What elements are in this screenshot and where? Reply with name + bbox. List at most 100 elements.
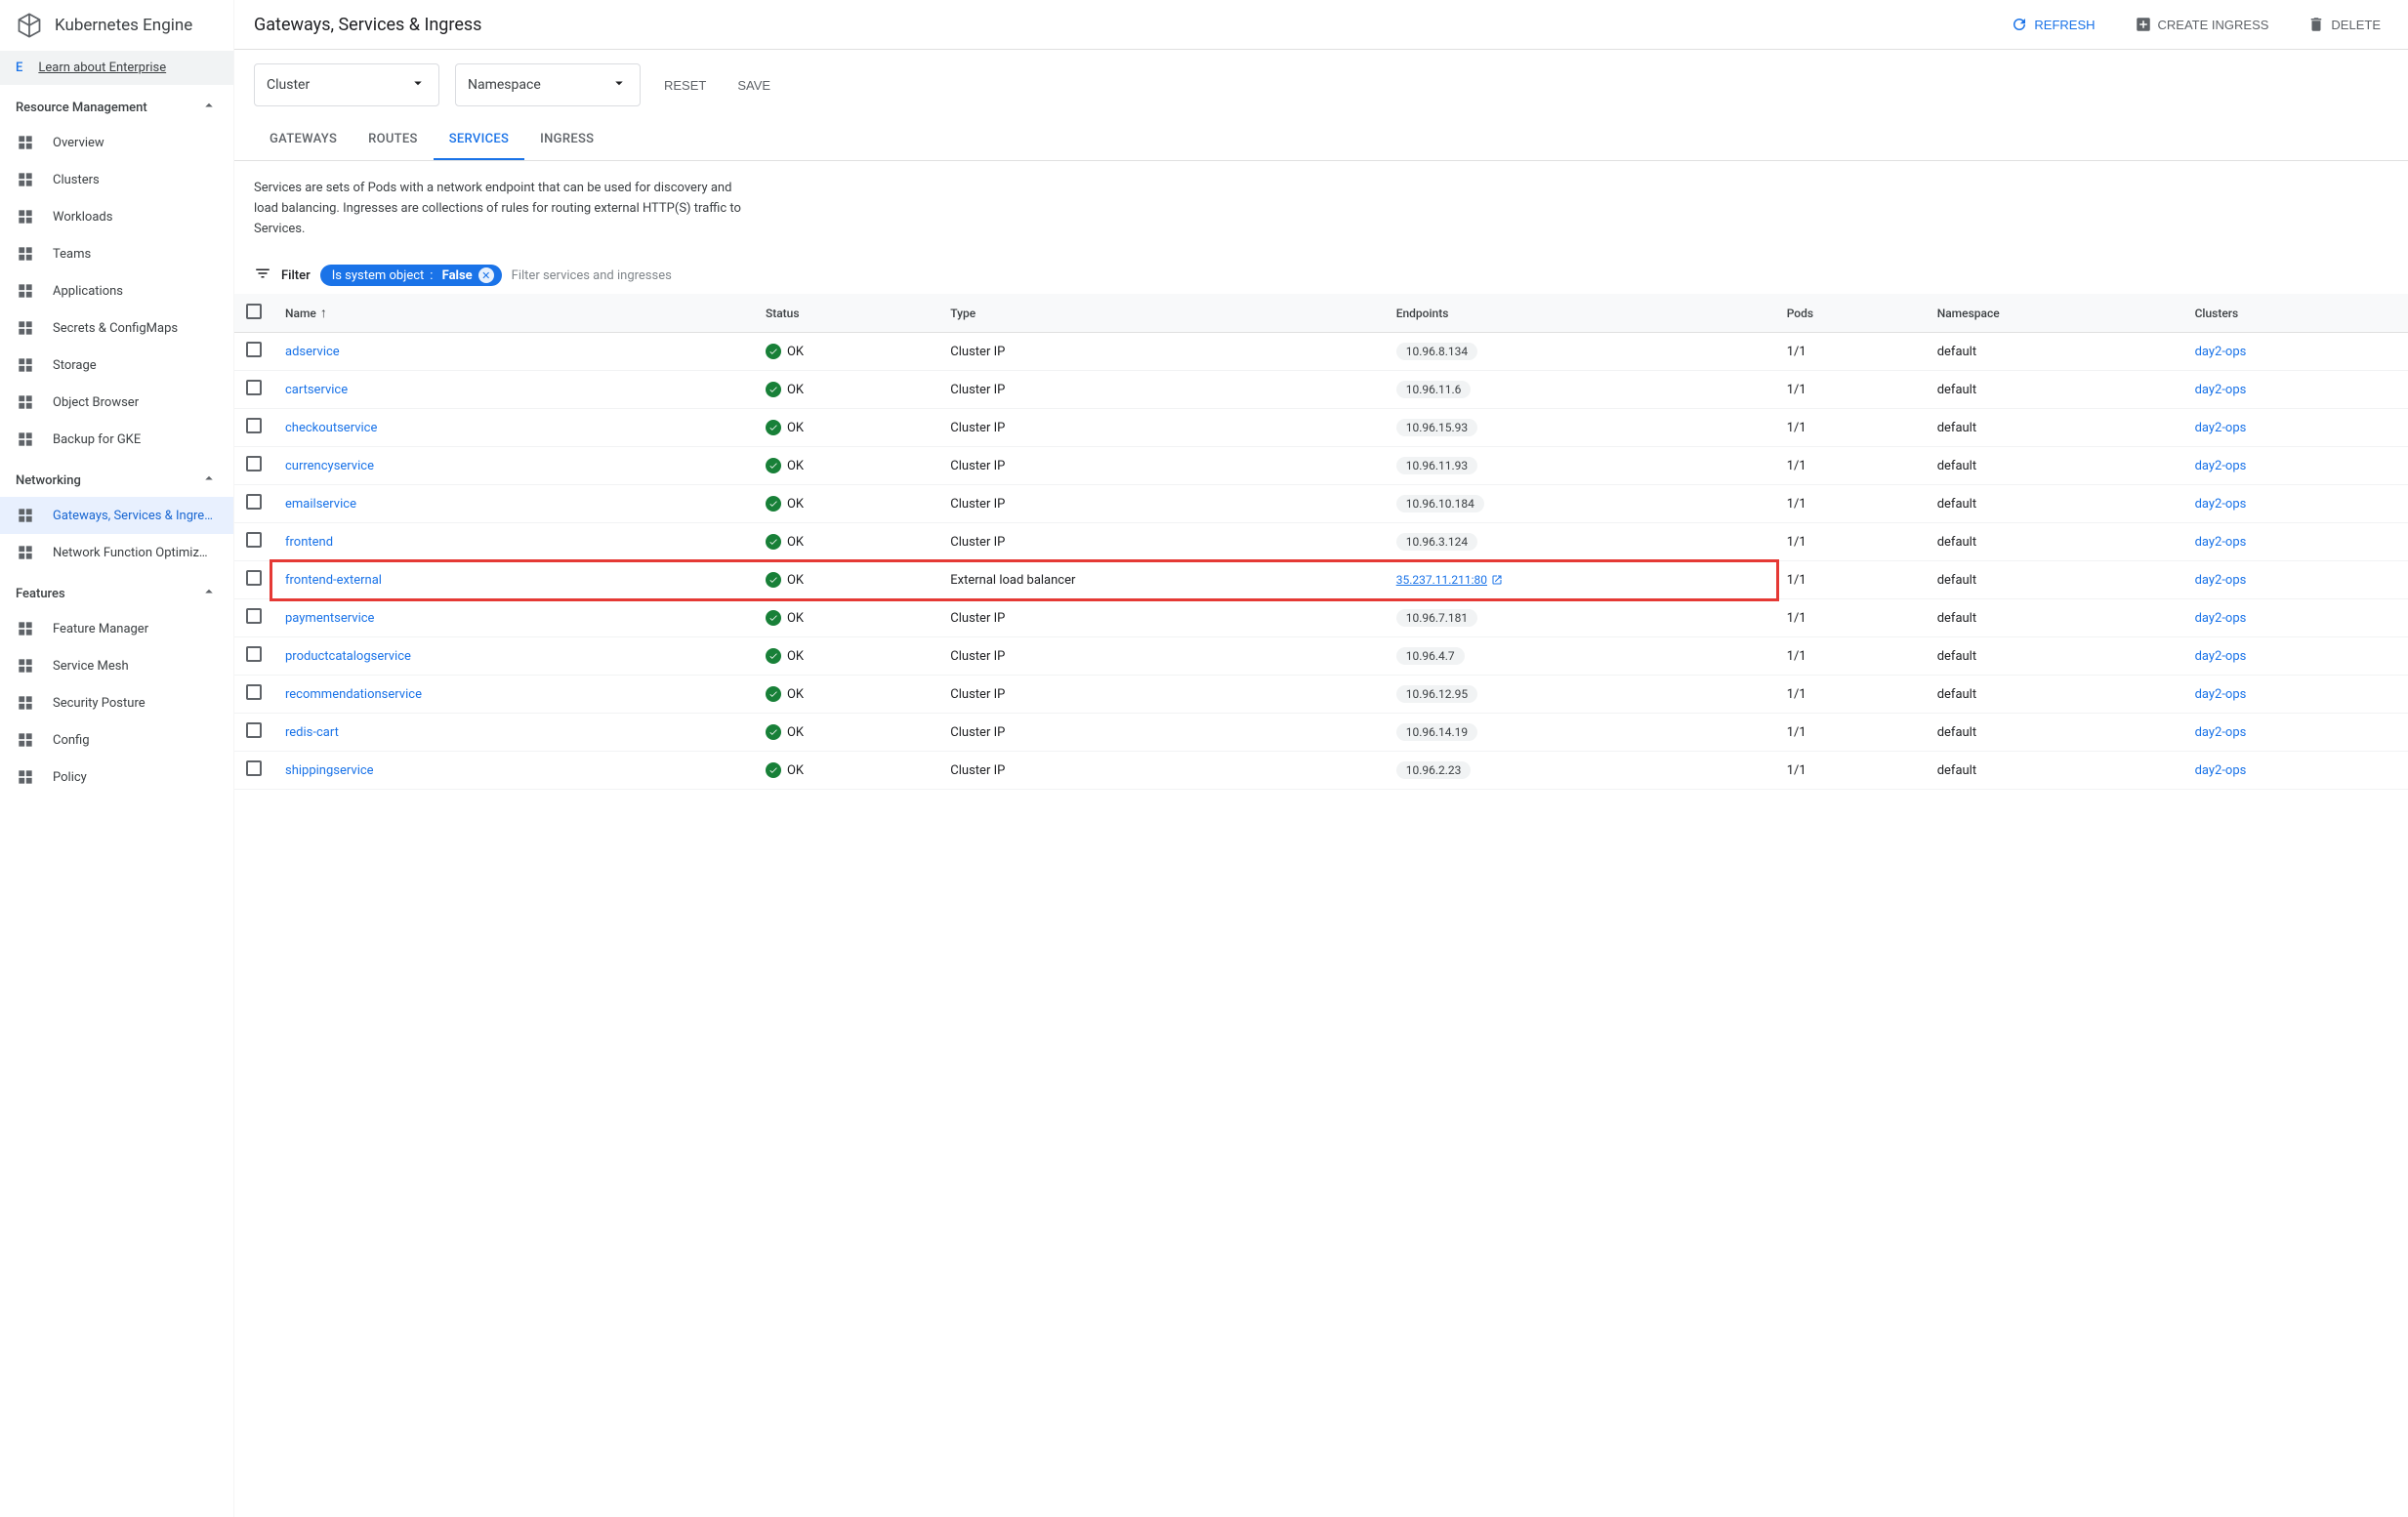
service-name-link[interactable]: frontend-external — [285, 573, 382, 588]
sidebar-item-teams[interactable]: Teams — [0, 235, 233, 272]
cluster-link[interactable]: day2-ops — [2195, 459, 2247, 473]
cluster-link[interactable]: day2-ops — [2195, 535, 2247, 550]
sidebar-section-header[interactable]: Resource Management — [0, 85, 233, 124]
sidebar-item-mesh[interactable]: Service Mesh — [0, 647, 233, 684]
enterprise-banner[interactable]: E Learn about Enterprise — [0, 51, 233, 85]
sidebar-item-workloads[interactable]: Workloads — [0, 198, 233, 235]
cluster-link[interactable]: day2-ops — [2195, 573, 2247, 588]
namespace-cell: default — [1926, 485, 2183, 523]
status-ok-icon — [766, 496, 781, 512]
type-cell: Cluster IP — [938, 599, 1384, 637]
row-checkbox[interactable] — [246, 684, 262, 700]
endpoint-pill: 10.96.7.181 — [1396, 609, 1477, 627]
namespace-dropdown[interactable]: Namespace — [455, 63, 641, 106]
delete-button[interactable]: DELETE — [2300, 10, 2388, 39]
sidebar-item-nfo[interactable]: Network Function Optimiz… — [0, 534, 233, 571]
row-checkbox[interactable] — [246, 646, 262, 662]
row-checkbox[interactable] — [246, 418, 262, 433]
service-name-link[interactable]: productcatalogservice — [285, 649, 411, 664]
service-name-link[interactable]: currencyservice — [285, 459, 374, 473]
trash-icon — [2307, 16, 2325, 33]
refresh-button[interactable]: REFRESH — [2003, 10, 2102, 39]
row-checkbox[interactable] — [246, 760, 262, 776]
column-header-clusters[interactable]: Clusters — [2183, 294, 2408, 333]
column-header-namespace[interactable]: Namespace — [1926, 294, 2183, 333]
cluster-link[interactable]: day2-ops — [2195, 383, 2247, 397]
column-header-status[interactable]: Status — [754, 294, 938, 333]
endpoint-link[interactable]: 35.237.11.211:80 — [1396, 573, 1503, 587]
pods-cell: 1/1 — [1775, 599, 1926, 637]
service-name-link[interactable]: adservice — [285, 345, 340, 359]
cluster-link[interactable]: day2-ops — [2195, 421, 2247, 435]
service-name-link[interactable]: paymentservice — [285, 611, 374, 626]
clusters-icon — [16, 170, 35, 189]
sidebar-item-config[interactable]: Config — [0, 721, 233, 758]
cluster-link[interactable]: day2-ops — [2195, 345, 2247, 359]
row-checkbox[interactable] — [246, 494, 262, 510]
sidebar-section-header[interactable]: Features — [0, 571, 233, 610]
sidebar-item-browser[interactable]: Object Browser — [0, 384, 233, 421]
sidebar-item-backup[interactable]: Backup for GKE — [0, 421, 233, 458]
cluster-link[interactable]: day2-ops — [2195, 611, 2247, 626]
service-name-link[interactable]: cartservice — [285, 383, 348, 397]
sidebar-item-overview[interactable]: Overview — [0, 124, 233, 161]
sidebar-item-security[interactable]: Security Posture — [0, 684, 233, 721]
workloads-icon — [16, 207, 35, 226]
row-checkbox[interactable] — [246, 456, 262, 472]
service-name-link[interactable]: recommendationservice — [285, 687, 422, 702]
status-label: OK — [787, 345, 804, 359]
sidebar-item-feature[interactable]: Feature Manager — [0, 610, 233, 647]
type-cell: Cluster IP — [938, 409, 1384, 447]
select-all-checkbox[interactable] — [246, 304, 262, 319]
row-checkbox[interactable] — [246, 342, 262, 357]
enterprise-link[interactable]: Learn about Enterprise — [38, 61, 166, 75]
namespace-cell: default — [1926, 599, 2183, 637]
service-name-link[interactable]: shippingservice — [285, 763, 374, 778]
column-header-pods[interactable]: Pods — [1775, 294, 1926, 333]
service-name-link[interactable]: emailservice — [285, 497, 356, 512]
filter-input[interactable]: Filter services and ingresses — [512, 268, 672, 283]
sidebar-section-header[interactable]: Networking — [0, 458, 233, 497]
tab-routes[interactable]: ROUTES — [353, 120, 434, 160]
service-name-link[interactable]: redis-cart — [285, 725, 339, 740]
chip-close-icon[interactable]: ✕ — [478, 267, 494, 283]
column-header-name[interactable]: Name↑ — [273, 294, 754, 333]
sidebar-item-secrets[interactable]: Secrets & ConfigMaps — [0, 309, 233, 347]
cluster-dropdown[interactable]: Cluster — [254, 63, 439, 106]
row-checkbox[interactable] — [246, 722, 262, 738]
column-header-endpoints[interactable]: Endpoints — [1385, 294, 1775, 333]
status-label: OK — [787, 649, 804, 664]
row-checkbox[interactable] — [246, 532, 262, 548]
service-name-link[interactable]: frontend — [285, 535, 333, 550]
endpoint-pill: 10.96.8.134 — [1396, 343, 1477, 360]
teams-icon — [16, 244, 35, 264]
row-checkbox[interactable] — [246, 570, 262, 586]
tab-ingress[interactable]: INGRESS — [524, 120, 609, 160]
sidebar-item-gateways[interactable]: Gateways, Services & Ingre… — [0, 497, 233, 534]
service-name-link[interactable]: checkoutservice — [285, 421, 377, 435]
chevron-up-icon — [200, 583, 218, 604]
reset-button[interactable]: RESET — [656, 72, 714, 99]
cluster-link[interactable]: day2-ops — [2195, 649, 2247, 664]
tab-gateways[interactable]: GATEWAYS — [254, 120, 353, 160]
row-checkbox[interactable] — [246, 608, 262, 624]
column-header-type[interactable]: Type — [938, 294, 1384, 333]
table-row: paymentserviceOKCluster IP10.96.7.1811/1… — [234, 599, 2408, 637]
sidebar-item-policy[interactable]: Policy — [0, 758, 233, 796]
sidebar-item-clusters[interactable]: Clusters — [0, 161, 233, 198]
chevron-up-icon — [200, 97, 218, 118]
status-ok-icon — [766, 572, 781, 588]
tab-description: Services are sets of Pods with a network… — [234, 161, 762, 257]
feature-icon — [16, 619, 35, 638]
cluster-link[interactable]: day2-ops — [2195, 497, 2247, 512]
tab-services[interactable]: SERVICES — [434, 120, 524, 160]
row-checkbox[interactable] — [246, 380, 262, 395]
cluster-link[interactable]: day2-ops — [2195, 725, 2247, 740]
cluster-link[interactable]: day2-ops — [2195, 763, 2247, 778]
filter-chip[interactable]: Is system object : False ✕ — [320, 265, 502, 286]
cluster-link[interactable]: day2-ops — [2195, 687, 2247, 702]
create-ingress-button[interactable]: CREATE INGRESS — [2127, 10, 2277, 39]
sidebar-item-apps[interactable]: Applications — [0, 272, 233, 309]
sidebar-item-storage[interactable]: Storage — [0, 347, 233, 384]
save-button[interactable]: SAVE — [729, 72, 778, 99]
